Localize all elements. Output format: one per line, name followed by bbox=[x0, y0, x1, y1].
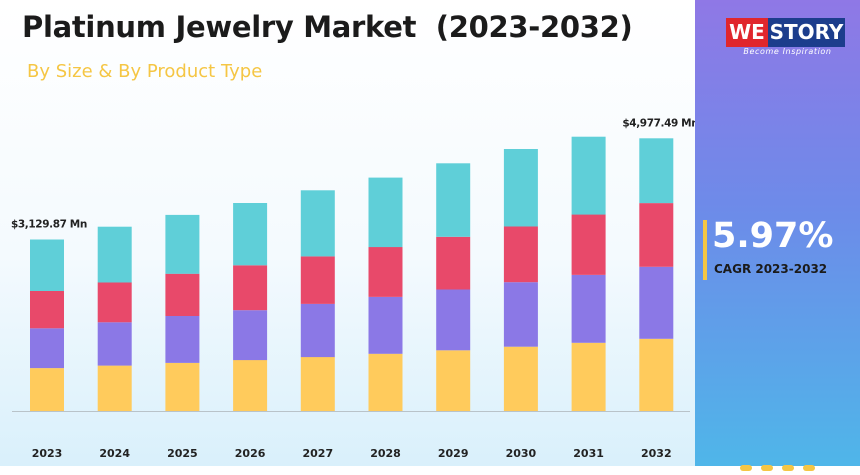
bar-segment-2023-3 bbox=[30, 291, 64, 329]
bar-segment-2030-1 bbox=[503, 346, 538, 411]
chart-subtitle: By Size & By Product Type bbox=[27, 61, 263, 82]
brand-logo: WE STORY Become Inspiration bbox=[726, 18, 847, 58]
x-tick-label-2028: 2028 bbox=[370, 447, 401, 460]
logo-tagline: Become Inspiration bbox=[743, 47, 832, 56]
bar-segment-2024-4 bbox=[97, 226, 132, 283]
data-label-2032: $4,977.49 Mn bbox=[622, 117, 695, 129]
bar-segment-2028-4 bbox=[368, 177, 403, 248]
x-tick-label-2029: 2029 bbox=[438, 447, 469, 460]
bar-segment-2031-3 bbox=[571, 214, 606, 275]
bar-segment-2030-4 bbox=[503, 149, 538, 227]
x-tick-label-2031: 2031 bbox=[573, 447, 604, 460]
bar-segment-2032-4 bbox=[639, 138, 674, 204]
bar-segment-2031-2 bbox=[571, 275, 606, 343]
x-tick-label-2027: 2027 bbox=[302, 447, 333, 460]
stacked-bar-chart: 2023 2024 2025 2026 2027 2028 2029 2030 2031 2032… bbox=[11, 117, 695, 460]
bar-segment-2031-4 bbox=[571, 136, 606, 215]
bar-segment-2032-2 bbox=[639, 266, 674, 339]
bar-segment-2025-3 bbox=[165, 273, 200, 316]
bar-segment-2024-3 bbox=[97, 282, 132, 323]
x-tick-label-2024: 2024 bbox=[99, 447, 130, 460]
bar-segment-2026-3 bbox=[233, 265, 268, 311]
x-tick-label-2030: 2030 bbox=[506, 447, 537, 460]
bar-segment-2024-2 bbox=[97, 322, 132, 366]
logo-we: WE bbox=[726, 18, 768, 47]
x-tick-label-2032: 2032 bbox=[641, 447, 672, 460]
x-tick-label-2023: 2023 bbox=[32, 447, 63, 460]
x-tick-label-2025: 2025 bbox=[167, 447, 198, 460]
chart-title: Platinum Jewelry Market (2023-2032) bbox=[22, 10, 633, 44]
bar-segment-2027-2 bbox=[300, 303, 335, 358]
bar-segment-2023-4 bbox=[30, 239, 64, 291]
bar-segment-2030-2 bbox=[503, 282, 538, 347]
bar-segment-2029-4 bbox=[436, 163, 471, 237]
bar-segment-2026-2 bbox=[233, 310, 268, 361]
bar-segment-2027-3 bbox=[300, 256, 335, 304]
cagr-value: 5.97% bbox=[712, 216, 834, 256]
bar-segment-2025-4 bbox=[165, 214, 200, 274]
cagr-accent-bar bbox=[703, 220, 707, 280]
bar-segment-2028-2 bbox=[368, 297, 403, 354]
bar-segment-2023-2 bbox=[30, 328, 64, 369]
bar-segment-2027-1 bbox=[300, 357, 335, 411]
bar-segment-2026-4 bbox=[233, 203, 268, 266]
bar-segment-2029-2 bbox=[436, 289, 471, 351]
bar-segment-2023-1 bbox=[30, 368, 64, 411]
logo-story: STORY bbox=[768, 18, 845, 47]
x-tick-label-2026: 2026 bbox=[235, 447, 266, 460]
bar-segment-2025-2 bbox=[165, 316, 200, 363]
bar-segment-2024-1 bbox=[97, 365, 132, 411]
bar-segment-2029-1 bbox=[436, 350, 471, 411]
bar-segment-2028-3 bbox=[368, 247, 403, 297]
bar-segment-2031-1 bbox=[571, 342, 606, 411]
bar-segment-2030-3 bbox=[503, 226, 538, 283]
side-panel bbox=[695, 0, 860, 466]
bar-segment-2029-3 bbox=[436, 236, 471, 290]
bar-segment-2025-1 bbox=[165, 362, 200, 411]
decorative-dots bbox=[740, 456, 830, 471]
cagr-label: CAGR 2023-2032 bbox=[714, 262, 828, 276]
bar-segment-2028-1 bbox=[368, 353, 403, 411]
bar-segment-2032-1 bbox=[639, 338, 674, 411]
data-label-2023: $3,129.87 Mn bbox=[11, 219, 87, 231]
bar-segment-2027-4 bbox=[300, 190, 335, 257]
bar-segment-2026-1 bbox=[233, 360, 268, 411]
bar-segment-2032-3 bbox=[639, 203, 674, 267]
